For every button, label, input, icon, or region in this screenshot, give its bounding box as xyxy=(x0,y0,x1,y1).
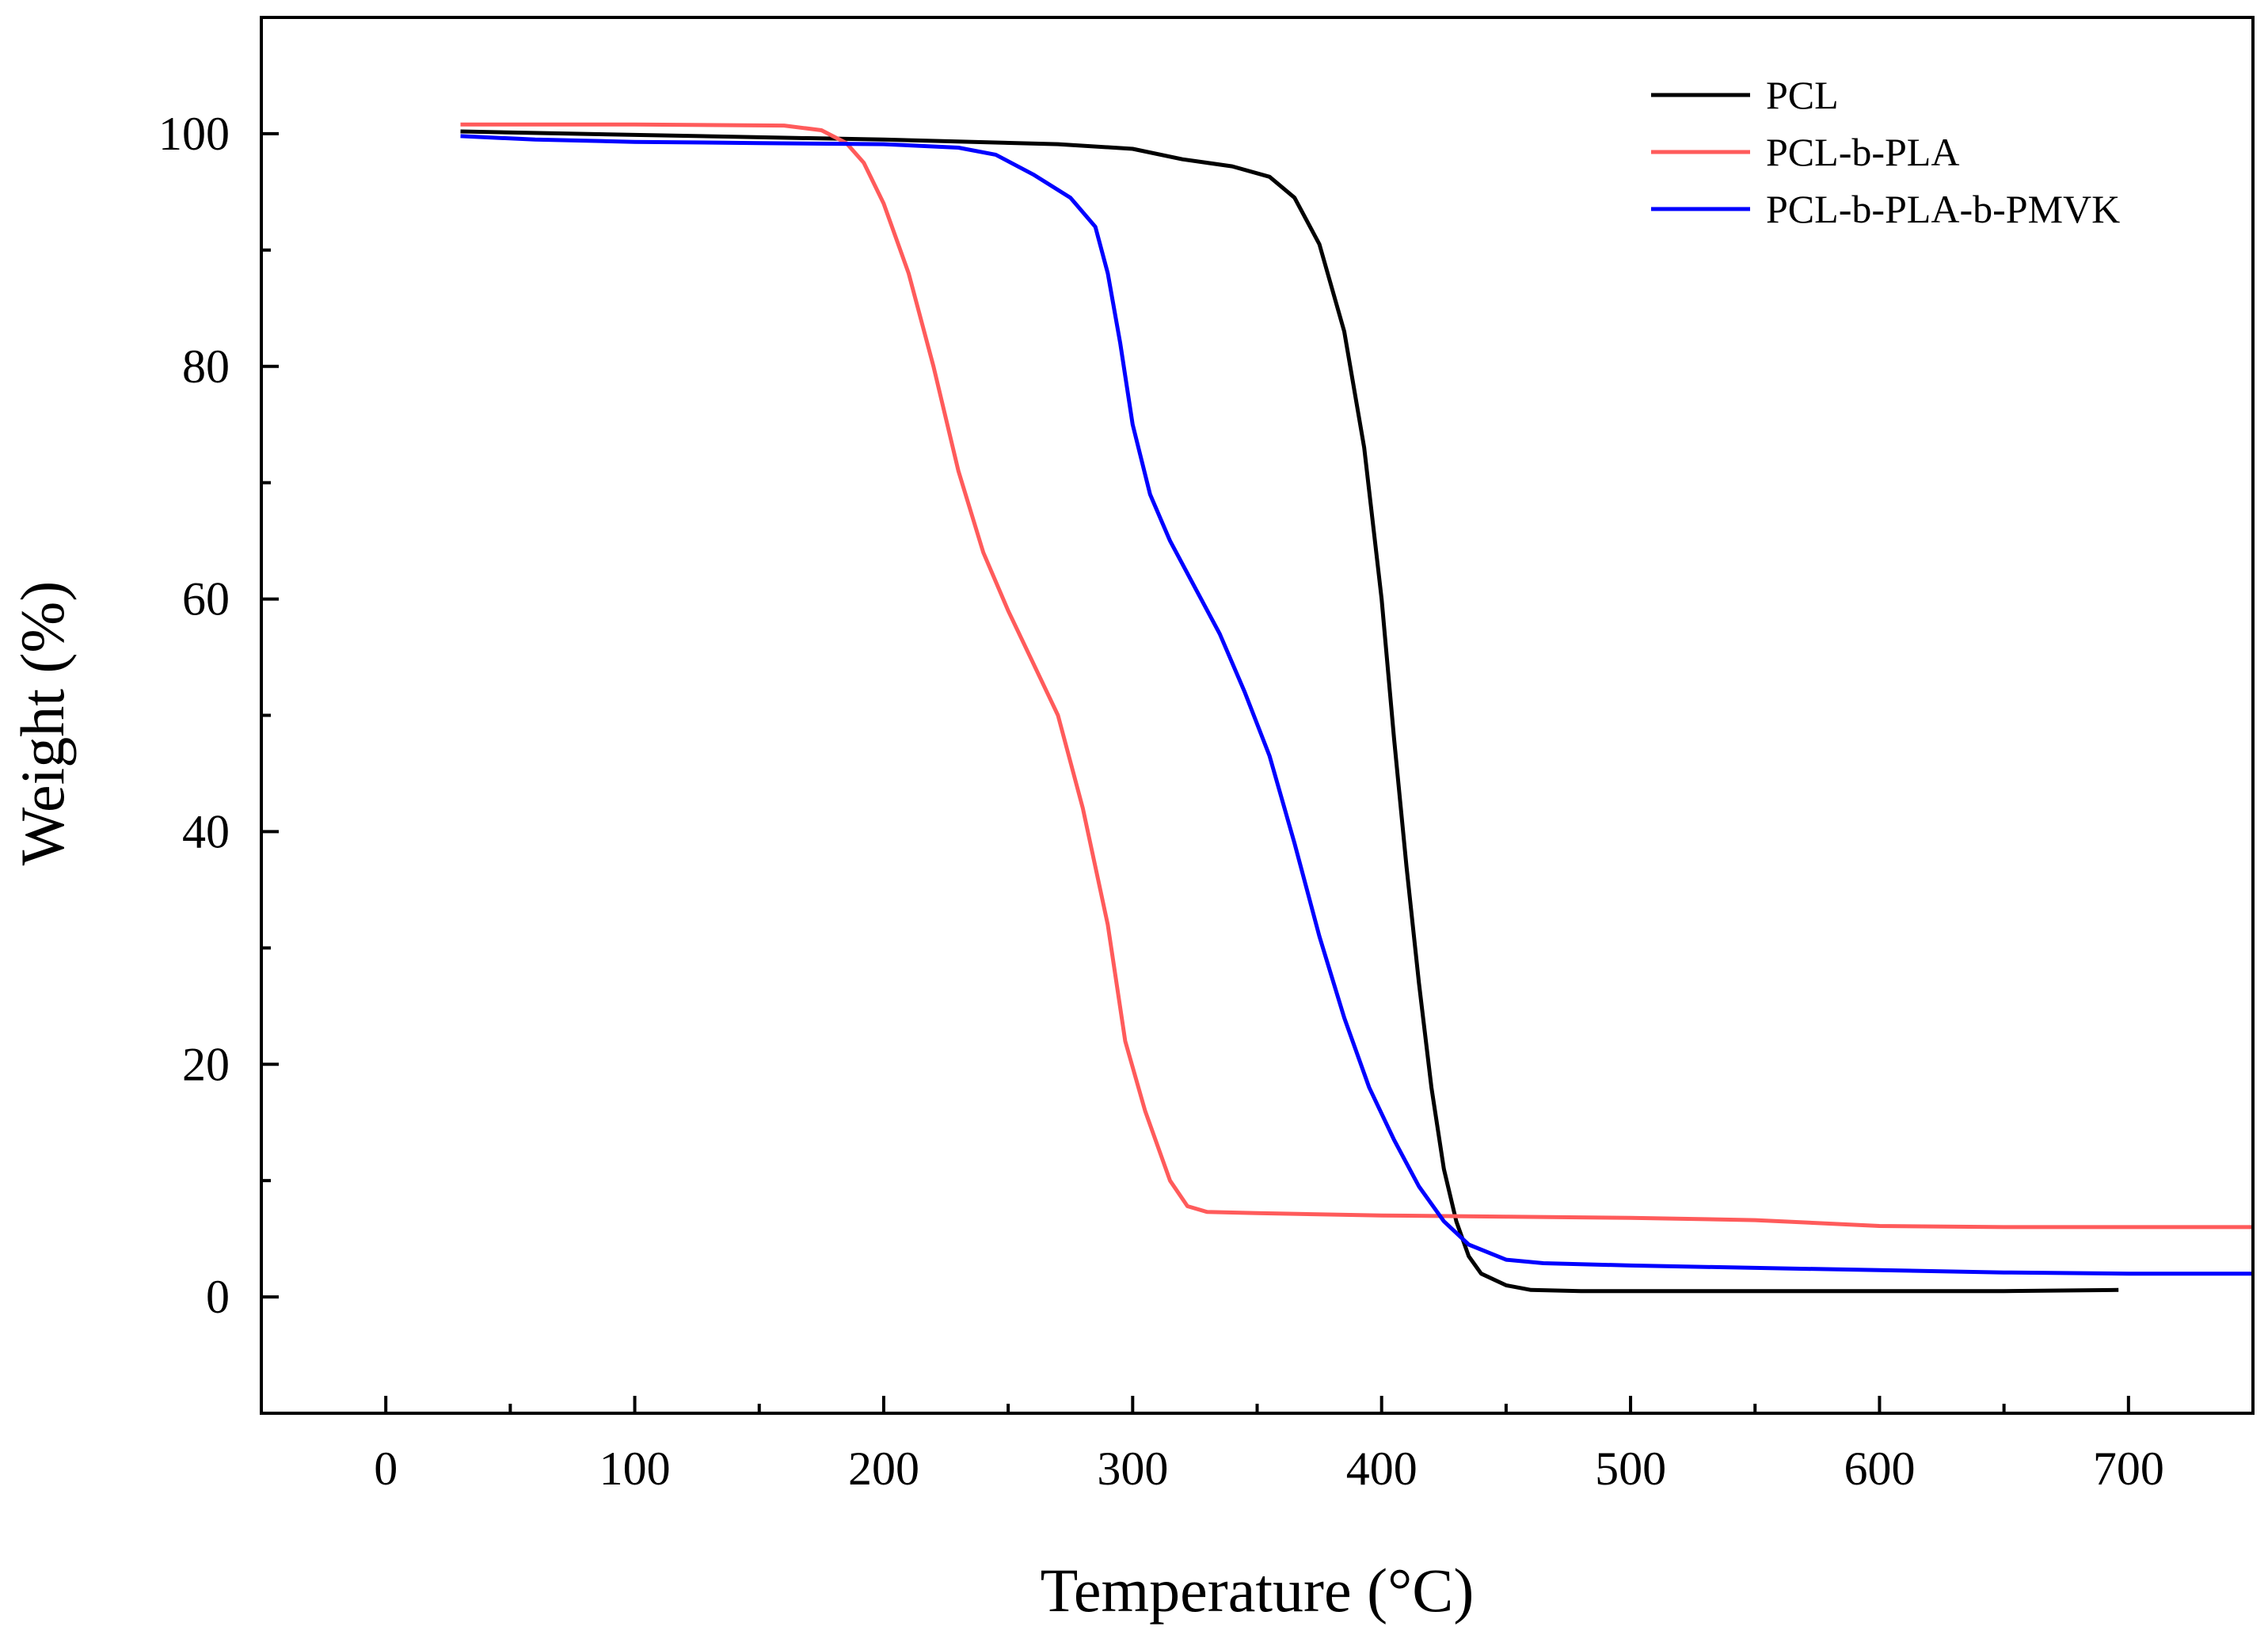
ticks-layer: 0 100 200 300 400 500 600 700 0 20 40 60 80 100 xyxy=(158,108,2164,1495)
series-layer xyxy=(460,122,2253,1294)
y-tick-label: 60 xyxy=(182,573,230,625)
legend-label: PCL xyxy=(1766,73,1839,117)
series-line-pcl-b-pla xyxy=(460,122,2253,1230)
y-tick-label: 100 xyxy=(158,108,230,160)
x-tick-label: 400 xyxy=(1346,1443,1418,1495)
y-axis-title: Weight (%) xyxy=(8,581,77,866)
legend-label: PCL-b-PLA xyxy=(1766,130,1959,174)
y-tick-label: 80 xyxy=(182,340,230,393)
x-tick-label: 300 xyxy=(1097,1443,1168,1495)
x-tick-label: 0 xyxy=(374,1443,398,1495)
series-line-pcl-b-pla-b-pmvk xyxy=(460,134,2253,1276)
series-line-pcl xyxy=(460,129,2119,1294)
x-tick-label: 700 xyxy=(2093,1443,2164,1495)
y-tick-label: 40 xyxy=(182,805,230,857)
x-tick-label: 100 xyxy=(599,1443,671,1495)
legend: PCL PCL-b-PLA PCL-b-PLA-b-PMVK xyxy=(1651,73,2120,231)
x-tick-label: 500 xyxy=(1595,1443,1666,1495)
y-tick-label: 0 xyxy=(206,1271,230,1323)
y-tick-label: 20 xyxy=(182,1038,230,1090)
x-axis-title: Temperature (°C) xyxy=(1041,1556,1475,1625)
legend-label: PCL-b-PLA-b-PMVK xyxy=(1766,187,2120,231)
x-tick-label: 200 xyxy=(848,1443,919,1495)
x-tick-label: 600 xyxy=(1844,1443,1915,1495)
